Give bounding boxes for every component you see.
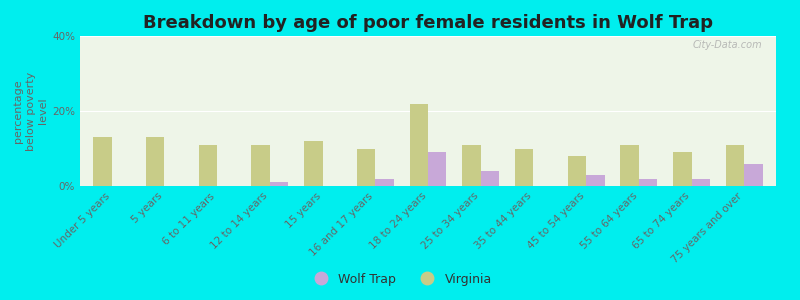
Bar (375, 178, 394, 186)
Bar (621, 145, 639, 186)
Bar (428, 152, 446, 186)
Bar (568, 156, 586, 186)
Bar (726, 145, 744, 186)
Text: City-Data.com: City-Data.com (693, 40, 762, 50)
Bar (639, 178, 658, 186)
Legend: Wolf Trap, Virginia: Wolf Trap, Virginia (303, 268, 497, 291)
Bar (410, 103, 428, 186)
Bar (673, 152, 692, 186)
Bar (304, 141, 322, 186)
Bar (481, 171, 499, 186)
Bar (270, 182, 288, 186)
Bar (462, 145, 481, 186)
Bar (586, 175, 605, 186)
Bar (357, 148, 375, 186)
Bar (251, 145, 270, 186)
Bar (93, 137, 112, 186)
Title: Breakdown by age of poor female residents in Wolf Trap: Breakdown by age of poor female resident… (143, 14, 713, 32)
Bar (515, 148, 534, 186)
Bar (198, 145, 217, 186)
Bar (692, 178, 710, 186)
Y-axis label: percentage
below poverty
level: percentage below poverty level (13, 71, 48, 151)
Bar (146, 137, 164, 186)
Bar (744, 164, 763, 186)
